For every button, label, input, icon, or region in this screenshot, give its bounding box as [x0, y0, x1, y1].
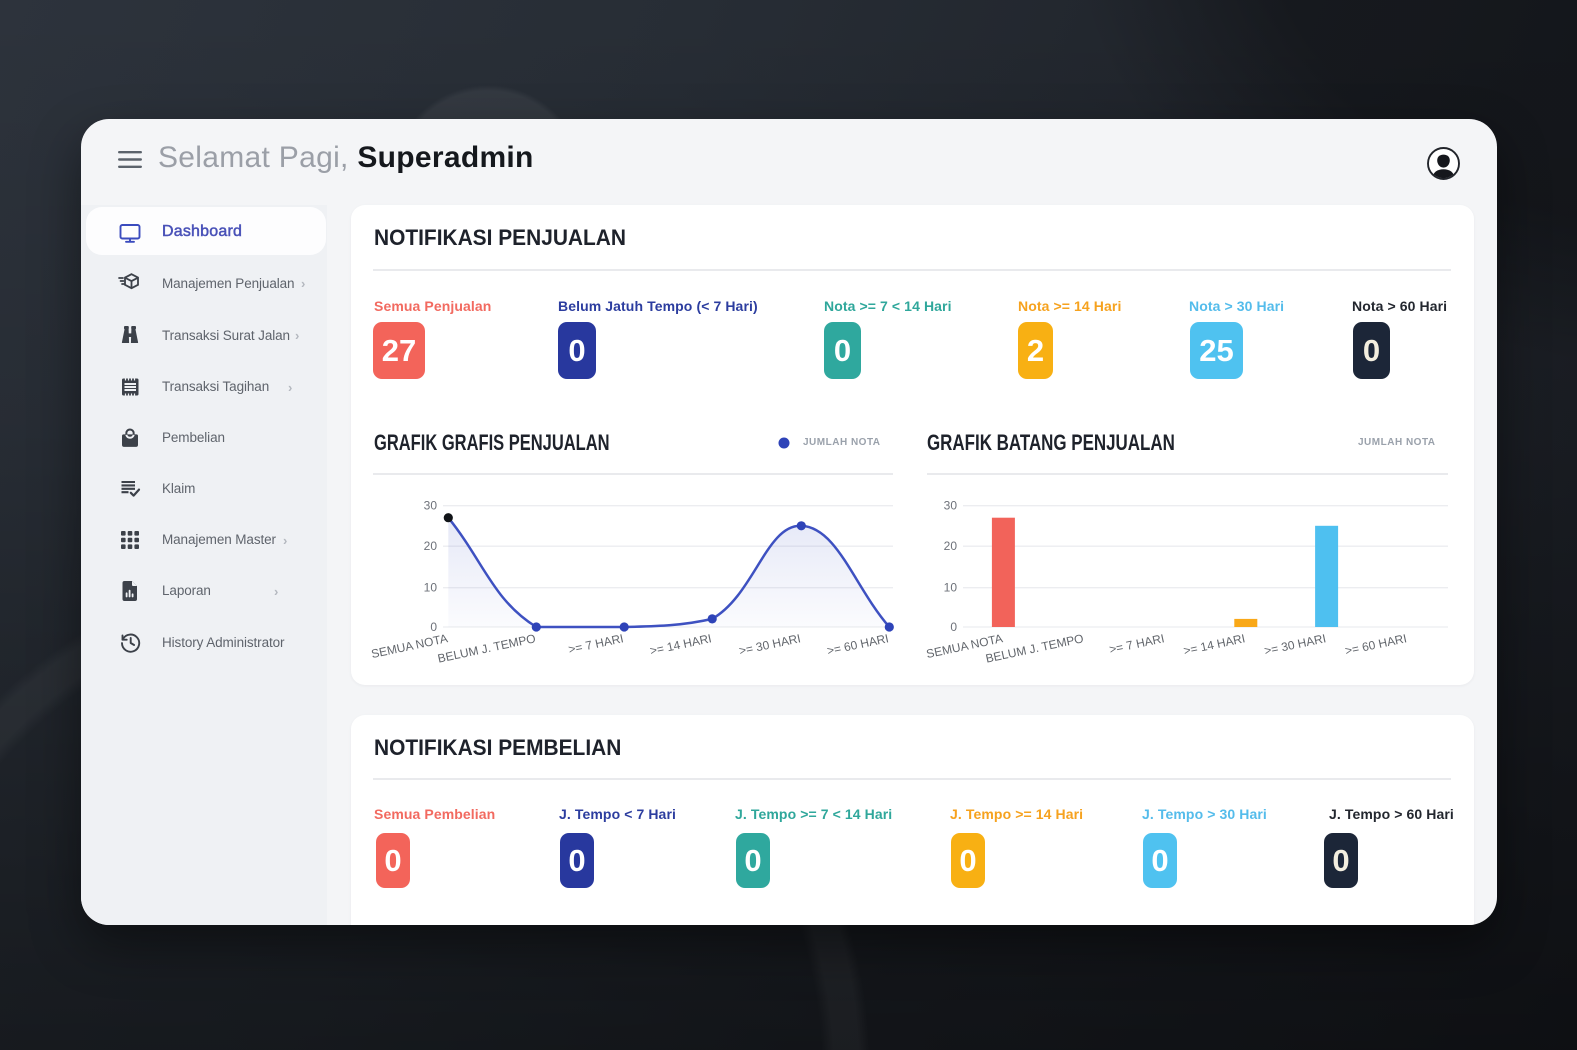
svg-text:>= 30 HARI: >= 30 HARI [738, 631, 802, 658]
svg-text:>= 30 HARI: >= 30 HARI [1263, 631, 1327, 658]
svg-text:10: 10 [424, 581, 438, 595]
svg-text:>= 7 HARI: >= 7 HARI [1108, 631, 1166, 656]
svg-text:0: 0 [430, 620, 437, 634]
svg-text:10: 10 [944, 581, 958, 595]
svg-text:>= 7 HARI: >= 7 HARI [567, 631, 625, 656]
svg-text:>= 60 HARI: >= 60 HARI [1344, 631, 1408, 658]
svg-text:30: 30 [424, 499, 438, 513]
svg-text:BELUM J. TEMPO: BELUM J. TEMPO [436, 631, 537, 665]
svg-text:0: 0 [950, 620, 957, 634]
svg-text:20: 20 [424, 539, 438, 553]
svg-text:30: 30 [944, 499, 958, 513]
svg-text:20: 20 [944, 539, 958, 553]
svg-text:>= 60 HARI: >= 60 HARI [826, 631, 890, 658]
svg-text:>= 14 HARI: >= 14 HARI [1182, 631, 1246, 658]
svg-text:>= 14 HARI: >= 14 HARI [649, 631, 713, 658]
